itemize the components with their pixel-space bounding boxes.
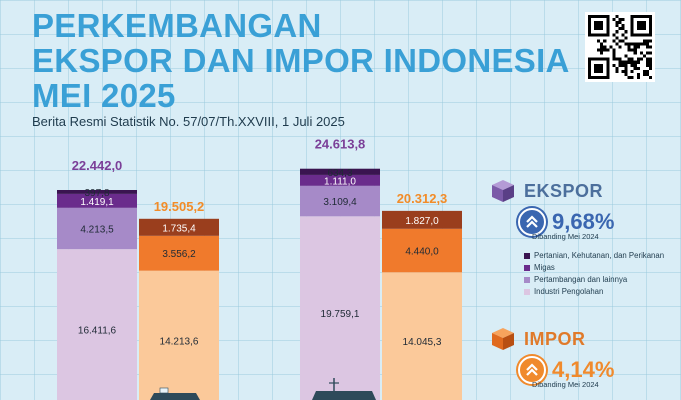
export-bar-segment <box>300 216 380 400</box>
legend-item: Pertambangan dan lainnya <box>524 275 664 284</box>
title-line-1: PERKEMBANGAN <box>32 7 322 44</box>
import-bar-segment <box>139 235 219 271</box>
legend-label: Pertambangan dan lainnya <box>534 275 628 284</box>
import-segment-label: 1.735,4 <box>162 223 196 234</box>
legend-swatch <box>524 252 530 259</box>
import-legend: IMPOR 4,14% Dibanding Mei 2024 <box>490 326 614 389</box>
page-title: PERKEMBANGAN EKSPOR DAN IMPOR INDONESIA … <box>32 8 570 113</box>
import-segment-label: 4.440,0 <box>405 247 439 258</box>
double-chevron-up-icon <box>518 356 546 384</box>
export-bar-segment <box>300 168 380 175</box>
export-segment-label: 3.109,4 <box>323 197 357 208</box>
import-legend-title: IMPOR <box>524 328 586 349</box>
import-bar-segment <box>382 210 462 229</box>
legend-item: Migas <box>524 263 664 272</box>
export-segment-label: 634,3 <box>327 168 352 179</box>
legend-label: Industri Pengolahan <box>534 287 604 296</box>
import-segment-label: 1.827,0 <box>405 216 439 227</box>
ship-icon <box>150 393 200 400</box>
import-bar-segment <box>382 228 462 273</box>
export-bar-segment <box>300 185 380 217</box>
legend-label: Pertanian, Kehutanan, dan Perikanan <box>534 251 665 260</box>
import-bar-segment <box>139 270 219 400</box>
legend-item: Pertanian, Kehutanan, dan Perikanan <box>524 251 664 260</box>
export-segment-label: 19.759,1 <box>321 309 360 320</box>
legend-item: Industri Pengolahan <box>524 287 664 296</box>
import-total-label: 20.312,3 <box>397 191 448 206</box>
export-bar-segment <box>57 190 137 194</box>
import-bar-segment <box>139 218 219 236</box>
legend-label: Migas <box>534 263 555 272</box>
ship-cabin <box>159 387 169 394</box>
legend-swatch <box>524 264 530 271</box>
export-bar-segment <box>57 207 137 250</box>
title-line-2: EKSPOR DAN IMPOR INDONESIA <box>32 42 570 79</box>
page-subtitle: Berita Resmi Statistik No. 57/07/Th.XXVI… <box>32 114 345 129</box>
export-segment-label: 4.213,5 <box>80 224 114 235</box>
export-segment-label: 397,8 <box>84 188 109 199</box>
orange-cube-icon <box>492 328 514 350</box>
import-growth-note: Dibanding Mei 2024 <box>532 380 599 389</box>
import-total-label: 19.505,2 <box>154 199 205 214</box>
double-chevron-up-icon <box>518 208 546 236</box>
legend-swatch <box>524 288 530 295</box>
export-growth-note: Dibanding Mei 2024 <box>532 232 599 241</box>
import-bar-segment <box>382 272 462 400</box>
export-growth-value: 9,68% <box>552 209 615 234</box>
export-segment-label: 1.419,1 <box>80 197 114 208</box>
import-segment-label: 3.556,2 <box>162 249 196 260</box>
import-growth-value: 4,14% <box>552 357 615 382</box>
purple-cube-icon <box>492 180 514 202</box>
qr-code-icon[interactable] <box>585 12 655 82</box>
ship-icon <box>312 391 376 400</box>
export-bar-segment <box>57 193 137 208</box>
export-legend-items: Pertanian, Kehutanan, dan Perikanan Migas… <box>524 251 664 296</box>
export-legend-title: EKSPOR <box>524 180 604 201</box>
export-total-label: 24.613,8 <box>315 137 366 152</box>
export-bar-segment <box>300 174 380 186</box>
export-bar-segment <box>57 249 137 400</box>
import-segment-label: 14.045,3 <box>403 337 442 348</box>
title-line-3: MEI 2025 <box>32 77 176 114</box>
legend-swatch <box>524 276 530 283</box>
export-segment-label: 1.111,0 <box>324 176 356 187</box>
import-segment-label: 14.213,6 <box>160 336 199 347</box>
export-total-label: 22.442,0 <box>72 158 123 173</box>
export-legend: EKSPOR 9,68% Dibanding Mei 2024 Pertania… <box>490 178 664 299</box>
export-segment-label: 16.411,6 <box>78 326 117 337</box>
